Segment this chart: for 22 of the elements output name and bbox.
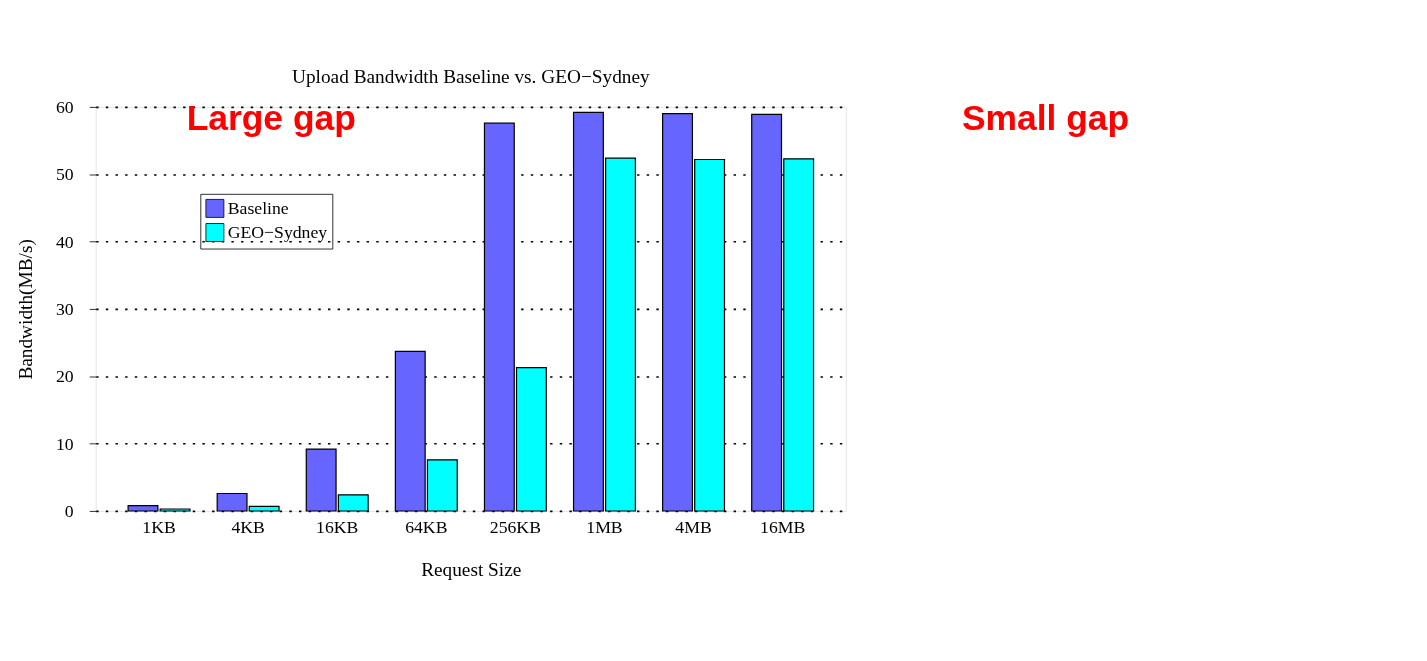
x-tick-label: 256KB <box>489 517 541 538</box>
y-tick-label: 60 <box>55 97 74 118</box>
x-tick-label: 16KB <box>316 517 359 538</box>
y-tick-label: 50 <box>55 164 74 185</box>
x-tick-label: 1MB <box>586 517 623 538</box>
x-tick-label: 4KB <box>231 517 265 538</box>
x-tick-label: 1KB <box>142 517 176 538</box>
text: Small gap <box>961 97 1130 138</box>
y-tick-label: 0 <box>64 501 74 522</box>
legend-label: Baseline <box>227 198 289 219</box>
y-tick-label: 30 <box>55 299 74 320</box>
y-tick-label: 20 <box>55 366 74 387</box>
x-tick-label: 64KB <box>405 517 448 538</box>
y-axis-title: Bandwidth(MB/s) <box>14 239 37 380</box>
x-tick-label: 16MB <box>760 517 806 538</box>
y-tick-label: 10 <box>55 433 74 454</box>
x-tick-label: 4MB <box>675 517 712 538</box>
y-tick-label: 40 <box>55 231 74 252</box>
legend-label: GEO−Sydney <box>227 222 328 243</box>
annotation: Large gap <box>186 97 356 138</box>
x-axis-title: Request Size <box>421 558 522 580</box>
chart-title: Upload Bandwidth Baseline vs. GEO−Sydney <box>292 65 651 87</box>
